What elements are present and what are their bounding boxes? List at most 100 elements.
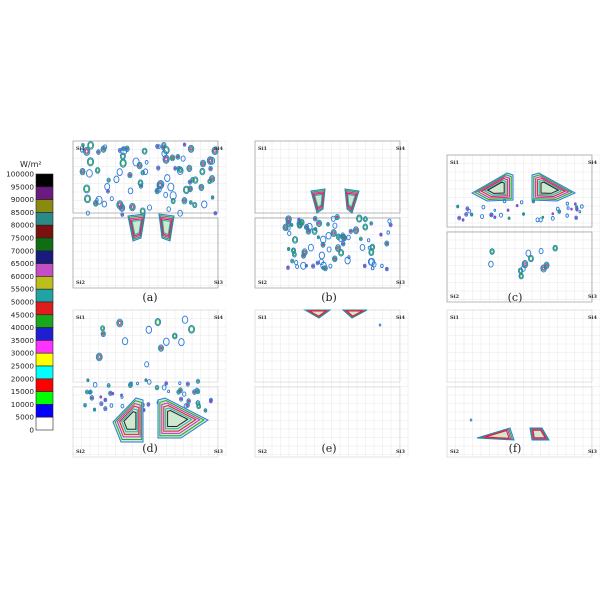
flux-contour [175, 153, 181, 160]
flux-contour [129, 202, 136, 212]
flux-contour [523, 262, 527, 266]
flux-contour [518, 272, 524, 280]
flux-hotspot [123, 411, 137, 430]
flux-contour [301, 248, 308, 257]
flux-contour [157, 166, 160, 170]
flux-contour [385, 268, 388, 271]
flux-contour [370, 265, 375, 271]
flux-contour [312, 215, 318, 222]
flux-contour [155, 386, 159, 390]
flux-contour [331, 230, 336, 236]
panel-grid [254, 309, 409, 457]
flux-contour [363, 264, 366, 267]
flux-contour [155, 319, 161, 325]
flux-contour [528, 254, 534, 263]
heat-flux-legend: W/m² 10000095000900008500080000750007000… [6, 160, 54, 435]
panel-caption: (f) [509, 442, 522, 455]
flux-hotspot [540, 181, 560, 194]
flux-contour [284, 226, 287, 229]
flux-contour [206, 156, 214, 165]
flux-contour [97, 151, 100, 154]
flux-contour [109, 392, 112, 395]
flux-contour [318, 258, 324, 266]
flux-contour [338, 249, 345, 257]
legend-unit: W/m² [20, 160, 42, 169]
flux-contour [467, 208, 472, 214]
panel: Si1 Si4 Si2 Si3 (b) [254, 140, 409, 304]
flux-contour [119, 152, 126, 161]
flux-contour [465, 206, 470, 212]
flux-contour [306, 229, 311, 234]
flux-contour [92, 407, 97, 412]
flux-contour [200, 169, 205, 175]
flux-map [456, 172, 584, 280]
flux-contour [169, 154, 176, 162]
flux-contour [300, 261, 307, 270]
flux-contour [209, 175, 216, 183]
flux-contour [167, 182, 175, 192]
quadrant-label: Si1 [258, 146, 267, 152]
flux-hotspot [314, 193, 323, 208]
flux-contour [129, 381, 133, 386]
flux-contour [507, 209, 510, 212]
flux-contour [164, 174, 171, 183]
flux-contour [211, 146, 219, 156]
flux-contour [287, 230, 292, 236]
flux-contour [120, 159, 126, 167]
legend-tick-label: 90000 [11, 195, 35, 204]
flux-contour [163, 191, 169, 198]
flux-contour [550, 216, 555, 221]
flux-contour [306, 222, 313, 231]
quadrant-frame [72, 386, 219, 458]
legend-tick-label: 100000 [6, 170, 34, 179]
flux-contour [209, 176, 215, 182]
flux-contour [464, 212, 469, 217]
flux-contour [488, 260, 494, 268]
flux-contour [295, 264, 300, 269]
flux-contour [362, 216, 368, 223]
flux-contour [322, 266, 325, 269]
flux-hotspot [345, 189, 359, 213]
legend-swatch [35, 404, 54, 418]
flux-contour [574, 202, 577, 206]
legend-tick-label: 80000 [11, 221, 35, 230]
flux-contour [532, 200, 535, 203]
flux-contour [120, 153, 125, 159]
flux-contour [187, 165, 192, 171]
flux-contour [385, 241, 389, 246]
flux-contour [204, 409, 207, 412]
flux-contour [173, 166, 178, 171]
flux-contour [575, 208, 579, 211]
flux-contour [163, 337, 170, 346]
flux-contour [180, 398, 183, 401]
flux-contour [162, 146, 165, 149]
flux-contour [144, 379, 147, 382]
flux-contour [519, 274, 523, 279]
legend-swatch [35, 327, 54, 341]
flux-contour [188, 180, 191, 184]
flux-contour [558, 210, 561, 213]
quadrant-label: Si3 [396, 280, 406, 286]
flux-contour [178, 167, 182, 172]
flux-hotspot [167, 409, 189, 427]
flux-contour [106, 190, 110, 193]
panel-caption: (e) [321, 442, 336, 455]
flux-contour [282, 223, 289, 232]
flux-contour [156, 145, 159, 148]
flux-contour [578, 210, 582, 214]
flux-contour [87, 141, 95, 150]
legend-tick-label: 75000 [11, 234, 35, 243]
flux-hotspot [536, 177, 567, 198]
flux-contour [307, 243, 314, 252]
flux-hotspot [161, 218, 172, 237]
flux-contour [95, 352, 103, 362]
flux-hotspot [129, 216, 144, 239]
flux-hotspot [313, 192, 324, 210]
legend-swatch [35, 340, 54, 354]
flux-contour [469, 418, 473, 422]
flux-hotspot [532, 429, 546, 439]
flux-contour [108, 390, 113, 397]
flux-contour [189, 147, 193, 151]
flux-contour [100, 402, 103, 405]
flux-contour [466, 207, 469, 210]
